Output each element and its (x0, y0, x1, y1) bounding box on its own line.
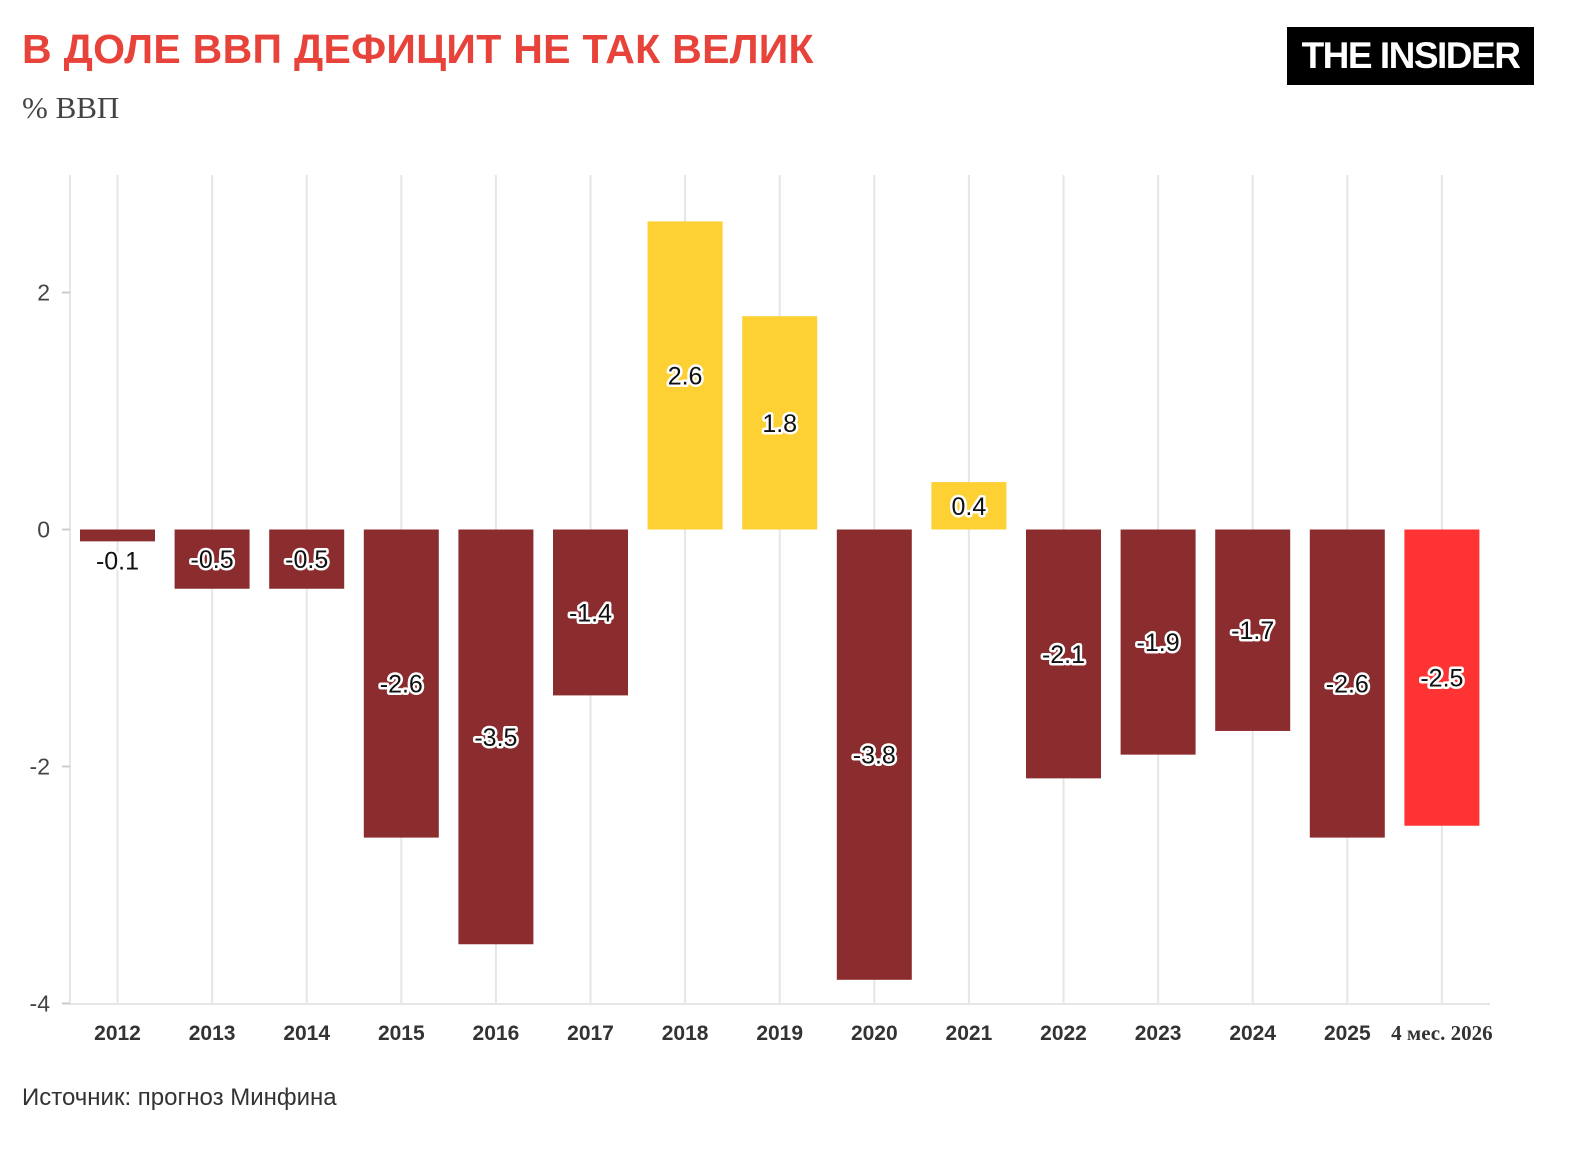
x-tick-label: 2022 (1040, 1022, 1087, 1045)
axis-layer: 2 0 -2 -4 2012 2013 2014 2015 2016 2017 2018 2019 20… (30, 280, 1493, 1046)
bar (458, 529, 534, 945)
x-tick-label: 2013 (189, 1022, 236, 1045)
data-label: -3.8 (853, 742, 896, 770)
x-tick-label: 2016 (473, 1022, 520, 1045)
x-tick-label: 2012 (94, 1022, 141, 1045)
data-label: -1.9 (1137, 629, 1180, 657)
bar (1215, 529, 1291, 731)
bar (647, 221, 723, 530)
data-label: -2.5 (1420, 665, 1463, 693)
source-note: Источник: прогноз Минфина (22, 1084, 337, 1111)
label-layer: -0.1 -0.5 -0.5 -2.6 -3.5 -1.4 2.6 1.8 -3.8 0.4 -2.… (93, 360, 1465, 772)
data-label: -2.1 (1042, 641, 1085, 669)
x-tick-label: 2014 (283, 1022, 330, 1045)
y-tick-label: 2 (37, 280, 50, 306)
bar (174, 529, 250, 589)
data-label: 1.8 (762, 410, 797, 438)
bar (1120, 529, 1196, 755)
x-tick-label: 2021 (946, 1022, 993, 1045)
data-label: -2.6 (1326, 671, 1369, 699)
data-label: -1.4 (569, 599, 612, 627)
bar (80, 529, 155, 542)
data-label: -1.7 (1231, 617, 1274, 645)
x-tick-label: 2018 (662, 1022, 709, 1045)
x-tick-label: 2023 (1135, 1022, 1182, 1045)
brand-logo: THE INSIDER (1287, 27, 1534, 85)
bar (363, 529, 439, 838)
data-label: -0.5 (285, 546, 328, 574)
chart-subtitle: % ВВП (22, 90, 120, 125)
data-label: -2.6 (380, 671, 423, 699)
x-tick-label: 2025 (1324, 1022, 1371, 1045)
x-tick-label: 2024 (1229, 1022, 1276, 1045)
y-tick-label: -4 (30, 991, 51, 1017)
bar (742, 316, 818, 530)
x-tick-label: 2019 (756, 1022, 803, 1045)
bar (1026, 529, 1101, 779)
data-label: -0.5 (191, 546, 234, 574)
bar (269, 529, 345, 589)
bar-chart: 2 0 -2 -4 2012 2013 2014 2015 2016 2017 2018 2019 20… (30, 175, 1493, 1046)
x-tick-label: 2020 (851, 1022, 898, 1045)
bar-layer (80, 221, 1480, 980)
y-tick-label: 0 (37, 517, 50, 543)
x-tick-label: 2017 (567, 1022, 614, 1045)
bar (553, 529, 628, 696)
y-tick-label: -2 (30, 754, 50, 780)
data-label: 2.6 (668, 362, 703, 390)
chart-title: В ДОЛЕ ВВП ДЕФИЦИТ НЕ ТАК ВЕЛИК (22, 26, 814, 72)
bar (836, 529, 912, 980)
data-label: -0.1 (96, 547, 139, 575)
bar (1404, 529, 1480, 826)
bar (1309, 529, 1385, 838)
x-tick-label: 2015 (378, 1022, 425, 1045)
x-tick-label: 4 мес. 2026 (1391, 1021, 1492, 1045)
data-label: 0.4 (952, 493, 987, 521)
data-label: -3.5 (474, 724, 517, 752)
bar (931, 482, 1007, 530)
